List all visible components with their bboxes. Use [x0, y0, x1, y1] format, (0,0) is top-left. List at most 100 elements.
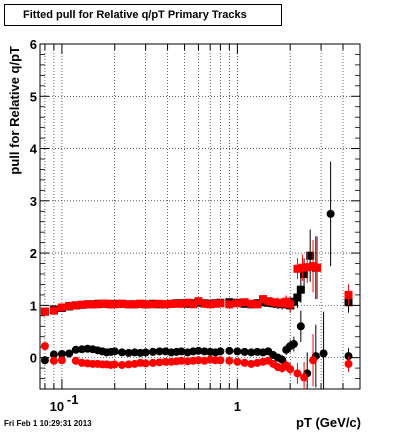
data-point-square	[216, 299, 225, 308]
data-point-square	[148, 300, 157, 309]
data-point-circle	[278, 355, 287, 364]
data-point-circle	[110, 360, 119, 369]
data-point-circle	[40, 342, 49, 351]
data-point-square	[141, 300, 150, 309]
data-point-square	[225, 300, 234, 309]
data-point-square	[189, 300, 198, 309]
data-point-square	[293, 264, 302, 273]
data-point-circle	[141, 359, 150, 368]
data-point-square	[155, 299, 164, 308]
data-point-square	[300, 270, 309, 278]
data-point-square	[303, 263, 312, 272]
data-point-circle	[155, 347, 164, 356]
data-point-square	[211, 299, 220, 308]
x-tick-label: 10	[50, 399, 64, 414]
data-point-circle	[117, 348, 126, 357]
data-point-circle	[71, 345, 80, 354]
data-point-square	[136, 299, 145, 308]
data-point-circle	[40, 356, 49, 365]
data-point-square	[49, 306, 58, 315]
data-point-circle	[177, 356, 186, 365]
data-point-circle	[233, 357, 242, 366]
data-point-circle	[216, 356, 225, 365]
chart-title-box: Fitted pull for Relative q/pT Primary Tr…	[4, 4, 282, 26]
data-point-circle	[240, 347, 249, 356]
data-point-circle	[177, 347, 186, 356]
grid-layer	[40, 43, 361, 389]
data-point-circle	[247, 348, 256, 357]
data-point-square	[167, 299, 176, 308]
data-point-circle	[65, 349, 74, 358]
data-point-circle	[225, 346, 234, 355]
data-point-circle	[155, 358, 164, 367]
timestamp-footer: Fri Feb 1 10:29:31 2013	[4, 419, 92, 428]
data-point-circle	[344, 359, 353, 368]
data-point-circle	[233, 347, 242, 356]
data-point-circle	[71, 356, 80, 365]
x-axis-title: pT (GeV/c)	[296, 415, 361, 430]
data-point-square	[161, 300, 170, 309]
data-point-square	[77, 300, 86, 309]
y-tick-label: 0	[30, 351, 37, 366]
data-point-square	[344, 290, 353, 299]
y-tick-label: 5	[30, 89, 37, 104]
data-point-circle	[309, 356, 318, 365]
y-axis-title: pull for Relative q/pT	[7, 46, 22, 175]
data-point-square	[200, 299, 209, 308]
data-point-circle	[124, 348, 133, 357]
data-point-square	[98, 299, 107, 308]
data-point-circle	[110, 347, 119, 356]
data-point-circle	[225, 356, 234, 365]
x-tick-label: 1	[234, 399, 241, 414]
data-point-square	[269, 298, 278, 307]
data-point-circle	[247, 359, 256, 368]
data-point-square	[194, 297, 203, 306]
data-point-square	[296, 285, 305, 294]
y-tick-label: 3	[30, 194, 37, 209]
data-point-square	[71, 301, 80, 310]
data-point-square	[306, 251, 315, 260]
data-point-square	[247, 299, 256, 308]
data-point-square	[124, 300, 133, 309]
data-point-circle	[216, 347, 225, 356]
data-point-circle	[300, 373, 309, 382]
y-axis-ticks: 0 1 2 3 4 5 6	[30, 37, 360, 390]
data-point-square	[40, 307, 49, 316]
data-point-square	[286, 300, 295, 309]
data-point-circle	[286, 365, 295, 374]
data-point-circle	[141, 348, 150, 357]
data-point-square	[65, 301, 74, 310]
x-axis-ticks: 10 -1 1	[44, 44, 361, 414]
data-point-square	[278, 299, 287, 308]
y-tick-label: 6	[30, 37, 37, 52]
x-tick-label-exponent: -1	[67, 392, 79, 407]
data-point-circle	[57, 349, 66, 358]
data-point-square	[172, 299, 181, 308]
data-point-circle	[57, 356, 66, 365]
data-point-square	[117, 299, 126, 308]
data-point-square	[264, 297, 273, 306]
data-point-circle	[319, 349, 328, 358]
y-tick-label: 1	[30, 298, 37, 313]
data-point-square	[313, 263, 322, 272]
data-point-square	[233, 299, 242, 308]
data-point-circle	[326, 209, 335, 218]
data-point-square	[298, 263, 307, 272]
data-point-square	[93, 300, 102, 309]
data-point-circle	[124, 360, 133, 369]
data-marks	[40, 161, 353, 389]
data-point-circle	[49, 356, 58, 365]
data-point-square	[57, 303, 66, 312]
data-point-square	[183, 298, 192, 307]
data-point-square	[88, 300, 97, 309]
data-point-circle	[161, 357, 170, 366]
y-tick-label: 2	[30, 246, 37, 261]
chart-title: Fitted pull for Relative q/pT Primary Tr…	[23, 9, 247, 21]
data-point-square	[240, 298, 249, 307]
data-point-circle	[194, 356, 203, 365]
data-point-circle	[148, 347, 157, 356]
data-point-square	[110, 300, 119, 309]
data-point-square	[102, 299, 111, 308]
data-point-circle	[49, 350, 58, 359]
